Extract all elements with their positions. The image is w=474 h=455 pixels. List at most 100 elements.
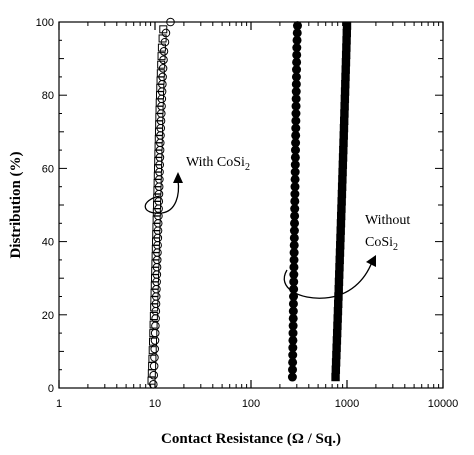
data-point xyxy=(337,189,347,199)
data-point xyxy=(158,72,167,82)
data-point xyxy=(290,167,300,177)
series-2 xyxy=(287,21,302,382)
data-point xyxy=(342,28,351,38)
y-tick-label: 80 xyxy=(42,90,54,102)
data-point xyxy=(290,145,300,155)
data-point xyxy=(290,196,300,206)
data-point xyxy=(289,240,299,250)
data-point xyxy=(289,233,299,243)
data-point xyxy=(149,361,159,371)
data-point xyxy=(147,369,156,378)
data-point xyxy=(331,372,340,382)
data-point xyxy=(288,306,298,316)
data-point xyxy=(288,350,298,360)
data-point xyxy=(340,87,350,96)
data-point xyxy=(332,336,342,345)
data-point xyxy=(289,248,299,258)
annotation-without-cosi-line2: CoSi2 xyxy=(365,235,398,253)
y-tick-label: 100 xyxy=(36,17,54,29)
annotation-without-cosi-line1: Without xyxy=(365,213,410,228)
data-point xyxy=(335,248,345,257)
data-point xyxy=(338,175,347,184)
data-point xyxy=(336,233,345,243)
data-point xyxy=(340,109,349,118)
data-point xyxy=(336,211,346,221)
data-point xyxy=(335,270,344,279)
data-point xyxy=(338,160,348,169)
annotations-layer: With CoSi2 Without CoSi2 xyxy=(144,155,410,299)
data-point xyxy=(337,182,347,191)
data-point xyxy=(339,131,348,140)
annotation-arrowhead-without-cosi xyxy=(366,255,376,267)
data-point xyxy=(160,37,170,47)
data-point xyxy=(149,329,158,338)
data-point xyxy=(335,255,344,265)
data-point xyxy=(291,101,301,111)
data-point xyxy=(292,28,302,38)
data-point xyxy=(337,197,346,206)
data-point xyxy=(331,358,341,367)
x-tick-label: 10000 xyxy=(428,398,459,410)
data-point xyxy=(291,109,301,118)
ticks-layer: 1 10 100 1000 10000 0 20 40 60 80 100 xyxy=(36,17,459,410)
data-point xyxy=(288,335,298,345)
data-point xyxy=(331,365,341,374)
data-point xyxy=(292,35,302,45)
data-point xyxy=(292,65,302,75)
x-tick-label: 1 xyxy=(56,398,62,410)
data-point xyxy=(340,94,350,104)
data-point xyxy=(337,204,346,213)
data-point xyxy=(289,255,299,265)
data-point xyxy=(288,343,298,353)
data-point xyxy=(341,58,351,67)
x-tick-label: 1000 xyxy=(335,398,359,410)
data-point xyxy=(289,226,299,236)
data-point xyxy=(291,72,301,82)
y-tick-label: 0 xyxy=(48,383,54,395)
data-point xyxy=(287,372,297,382)
data-point xyxy=(336,226,345,235)
data-point xyxy=(148,362,157,371)
data-point xyxy=(166,17,175,27)
data-point xyxy=(341,50,351,60)
data-point xyxy=(291,123,301,133)
data-point xyxy=(289,262,299,272)
y-tick-label: 40 xyxy=(42,237,54,249)
data-point xyxy=(340,101,349,111)
series-3 xyxy=(331,21,352,382)
data-point xyxy=(291,130,301,140)
data-point xyxy=(334,292,343,301)
data-point xyxy=(149,370,159,380)
data-point xyxy=(150,353,159,362)
data-point xyxy=(290,189,300,199)
data-point xyxy=(342,21,352,30)
data-point xyxy=(339,145,348,155)
data-point xyxy=(292,21,302,31)
series-layer xyxy=(147,17,352,389)
series-1 xyxy=(148,17,175,389)
data-point xyxy=(288,299,298,309)
data-point xyxy=(292,43,302,53)
data-point xyxy=(288,328,298,338)
annotation-arrow-without-cosi xyxy=(283,261,373,299)
data-point xyxy=(341,80,350,89)
data-point xyxy=(339,138,348,147)
data-point xyxy=(336,219,346,228)
data-point xyxy=(339,123,349,133)
plot-frame xyxy=(58,21,444,389)
x-tick-label: 100 xyxy=(242,398,260,410)
data-point xyxy=(289,277,299,287)
data-point xyxy=(290,174,300,184)
data-point xyxy=(149,320,158,329)
data-point xyxy=(291,116,301,126)
data-point xyxy=(290,218,300,228)
data-point xyxy=(334,277,344,287)
data-point xyxy=(292,57,302,67)
data-point xyxy=(341,72,350,82)
data-point xyxy=(291,94,301,104)
data-point xyxy=(338,167,347,177)
data-point xyxy=(334,284,343,294)
plot-area xyxy=(58,21,444,389)
data-point xyxy=(291,138,301,148)
